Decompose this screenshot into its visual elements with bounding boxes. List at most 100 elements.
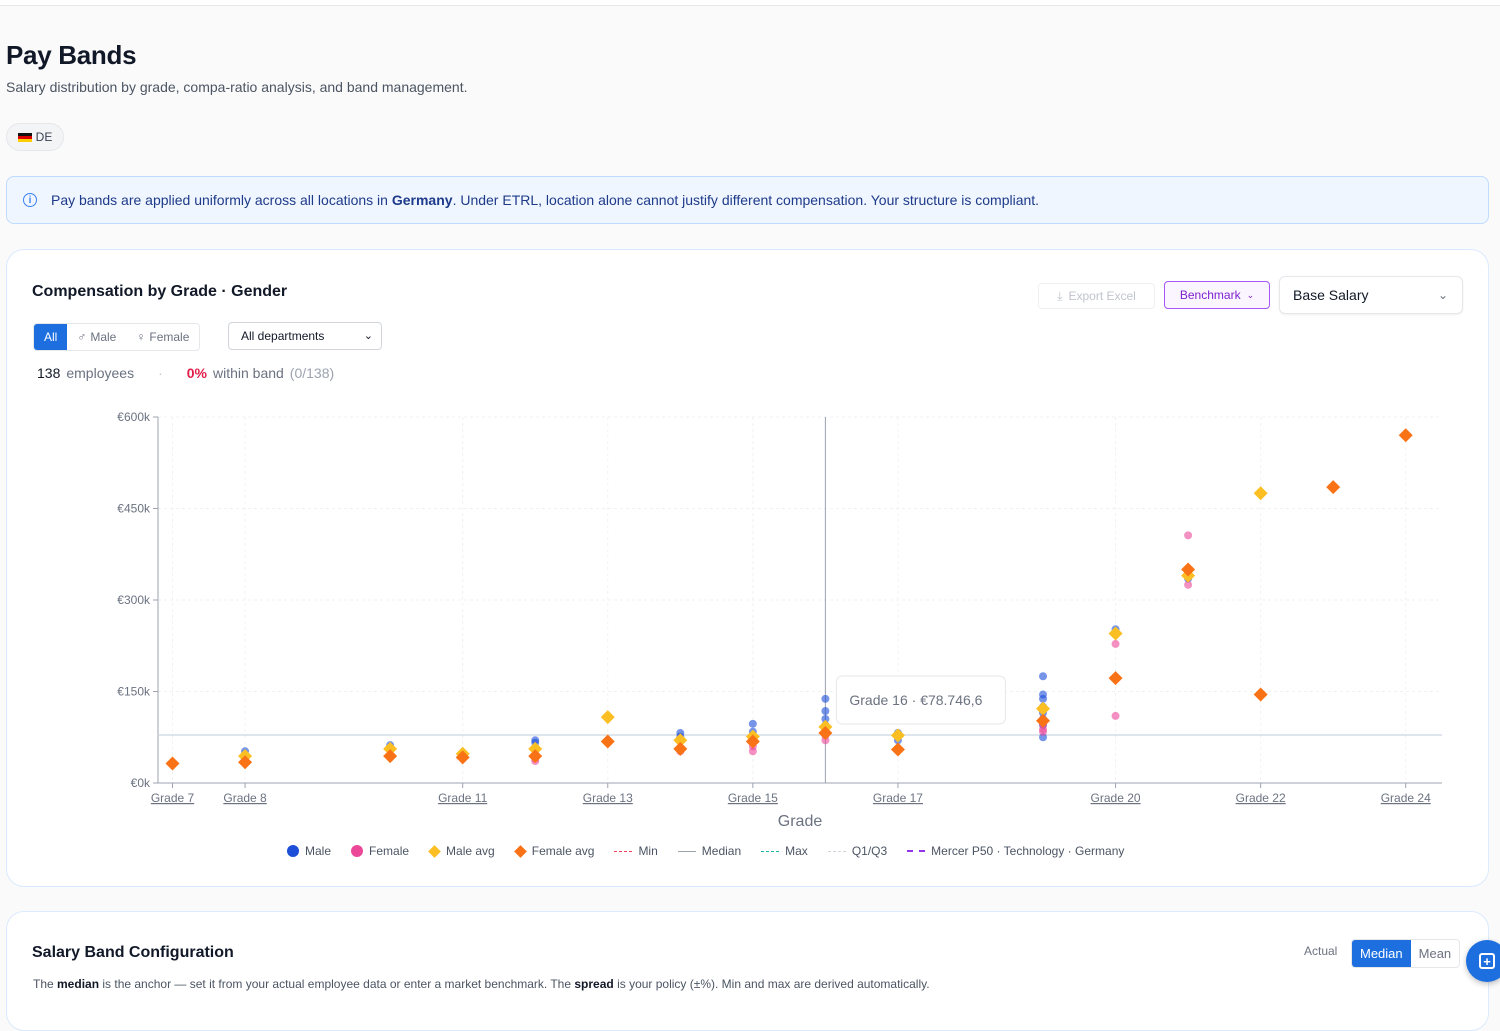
legend-item[interactable]: Mercer P50 · Technology · Germany bbox=[907, 844, 1124, 858]
band-card-title: Salary Band Configuration bbox=[32, 944, 234, 961]
legend-label: Male bbox=[305, 844, 332, 858]
y-tick-label: €0k bbox=[131, 776, 151, 790]
data-point-female bbox=[1111, 639, 1120, 648]
legend-swatch bbox=[351, 845, 364, 857]
chart-legend: Male Female Male avg Female avg Min Median Max… bbox=[287, 844, 1124, 858]
info-icon: i bbox=[23, 193, 37, 207]
legend-item[interactable]: Male avg bbox=[428, 844, 495, 858]
export-excel-button[interactable]: ⤓ Export Excel bbox=[1038, 283, 1155, 309]
data-point-male bbox=[1039, 733, 1048, 742]
data-point-male-avg bbox=[1253, 486, 1268, 501]
mode-median[interactable]: Median bbox=[1352, 940, 1411, 967]
legend-swatch bbox=[761, 850, 780, 852]
data-point-male bbox=[748, 719, 757, 728]
legend-label: Median bbox=[701, 844, 742, 858]
location-chip-label: DE bbox=[35, 130, 53, 144]
banner-country: Germany bbox=[391, 192, 453, 208]
compensation-scatter-chart[interactable]: €0k €150k €300k €450k €600k Grade 7 Grade 8 Gra… bbox=[7, 250, 1488, 840]
legend-item[interactable]: Max bbox=[761, 844, 808, 858]
legend-item[interactable]: Female bbox=[351, 844, 409, 858]
gender-filter-male-label: Male bbox=[90, 330, 117, 344]
data-point-female-avg bbox=[1253, 687, 1268, 702]
band-desc-1: The bbox=[33, 977, 58, 991]
download-icon: ⤓ bbox=[1057, 288, 1063, 303]
gender-filter-female[interactable]: ♀ Female bbox=[126, 324, 199, 350]
data-point-female-avg bbox=[600, 734, 615, 749]
band-desc-3: is your policy (±%). Min and max are der… bbox=[613, 977, 930, 991]
banner-text: Pay bands are applied uniformly across a… bbox=[51, 192, 1039, 208]
data-point-female bbox=[1184, 580, 1193, 589]
legend-item[interactable]: Male bbox=[287, 844, 331, 858]
salary-band-card: Salary Band Configuration Actual Median … bbox=[6, 911, 1489, 1031]
data-point-male bbox=[821, 694, 830, 703]
x-tick-label: Grade 11 bbox=[438, 791, 487, 805]
data-point-female-avg bbox=[528, 749, 543, 764]
data-point-male-avg bbox=[600, 710, 615, 725]
banner-text-before: Pay bands are applied uniformly across a… bbox=[51, 192, 392, 208]
data-point-male bbox=[821, 714, 830, 723]
x-tick-label: Grade 7 bbox=[151, 791, 195, 805]
legend-swatch bbox=[513, 844, 527, 858]
chart-tooltip bbox=[835, 675, 1006, 725]
benchmark-button[interactable]: Benchmark ⌄ bbox=[1164, 281, 1270, 309]
legend-label: Female avg bbox=[531, 844, 595, 858]
data-point-female-avg bbox=[383, 749, 398, 764]
legend-item[interactable]: Min bbox=[614, 844, 658, 858]
legend-item[interactable]: Q1/Q3 bbox=[827, 844, 888, 858]
x-tick-label: Grade 24 bbox=[1381, 791, 1431, 805]
data-point-male-avg bbox=[1036, 701, 1051, 716]
y-tick-label: €600k bbox=[117, 410, 151, 424]
male-icon: ♂ bbox=[77, 330, 87, 344]
x-tick-label: Grade 8 bbox=[223, 791, 267, 805]
data-point-female-avg bbox=[165, 756, 180, 771]
x-tick-label: Grade 15 bbox=[728, 791, 778, 805]
legend-swatch bbox=[614, 850, 633, 852]
legend-label: Male avg bbox=[446, 844, 495, 858]
x-axis-label: Grade bbox=[778, 813, 823, 830]
chevron-down-icon: ⌄ bbox=[1246, 289, 1255, 300]
compensation-chart-card: Compensation by Grade · Gender ⤓ Export … bbox=[6, 249, 1489, 887]
metric-select[interactable]: Base Salary ⌄ bbox=[1279, 276, 1463, 314]
employees-label: employees bbox=[66, 365, 135, 381]
data-point-male bbox=[821, 707, 830, 716]
chart-card-title: Compensation by Grade · Gender bbox=[32, 283, 288, 300]
gender-filter-male[interactable]: ♂ Male bbox=[67, 324, 126, 350]
x-tick-label: Grade 20 bbox=[1091, 791, 1141, 805]
mode-label: Actual bbox=[1304, 944, 1338, 958]
female-icon: ♀ bbox=[136, 330, 146, 344]
compliance-banner: i Pay bands are applied uniformly across… bbox=[6, 176, 1489, 224]
legend-item[interactable]: Female avg bbox=[513, 844, 595, 858]
legend-swatch bbox=[827, 850, 846, 852]
department-select[interactable]: All departments ⌄ bbox=[228, 322, 382, 350]
chart-tooltip-text: Grade 16 · €78.746,6 bbox=[849, 692, 982, 708]
data-point-male-avg bbox=[890, 728, 905, 743]
x-tick-label: Grade 17 bbox=[873, 791, 923, 805]
benchmark-label: Benchmark bbox=[1179, 288, 1241, 302]
data-point-female-avg bbox=[455, 750, 470, 765]
data-point-female-avg bbox=[890, 742, 905, 757]
data-point-female bbox=[1111, 711, 1120, 720]
mode-mean[interactable]: Mean bbox=[1418, 946, 1452, 961]
y-tick-label: €150k bbox=[117, 685, 151, 699]
gender-filter: All ♂ Male ♀ Female bbox=[33, 323, 201, 351]
legend-swatch bbox=[287, 845, 299, 857]
data-point-male-avg bbox=[1108, 626, 1123, 641]
legend-swatch bbox=[428, 844, 441, 858]
gender-filter-female-label: Female bbox=[149, 330, 190, 344]
data-point-female bbox=[821, 736, 830, 745]
department-select-value: All departments bbox=[241, 329, 325, 343]
feedback-button[interactable]: + bbox=[1466, 940, 1500, 982]
data-point-female-avg bbox=[818, 725, 833, 740]
gender-filter-all[interactable]: All bbox=[34, 324, 68, 350]
legend-item[interactable]: Median bbox=[677, 844, 742, 858]
y-tick-label: €450k bbox=[117, 502, 151, 516]
location-chip[interactable]: DE bbox=[6, 123, 64, 151]
data-point-male-avg bbox=[383, 741, 398, 756]
top-bar bbox=[0, 0, 1500, 6]
band-desc-spread: spread bbox=[574, 977, 614, 991]
within-band-percent: 0% bbox=[186, 365, 207, 381]
data-point-female-avg bbox=[1398, 428, 1413, 443]
page-subtitle: Salary distribution by grade, compa-rati… bbox=[6, 79, 468, 95]
legend-label: Q1/Q3 bbox=[851, 844, 888, 858]
data-point-female bbox=[1184, 531, 1193, 540]
